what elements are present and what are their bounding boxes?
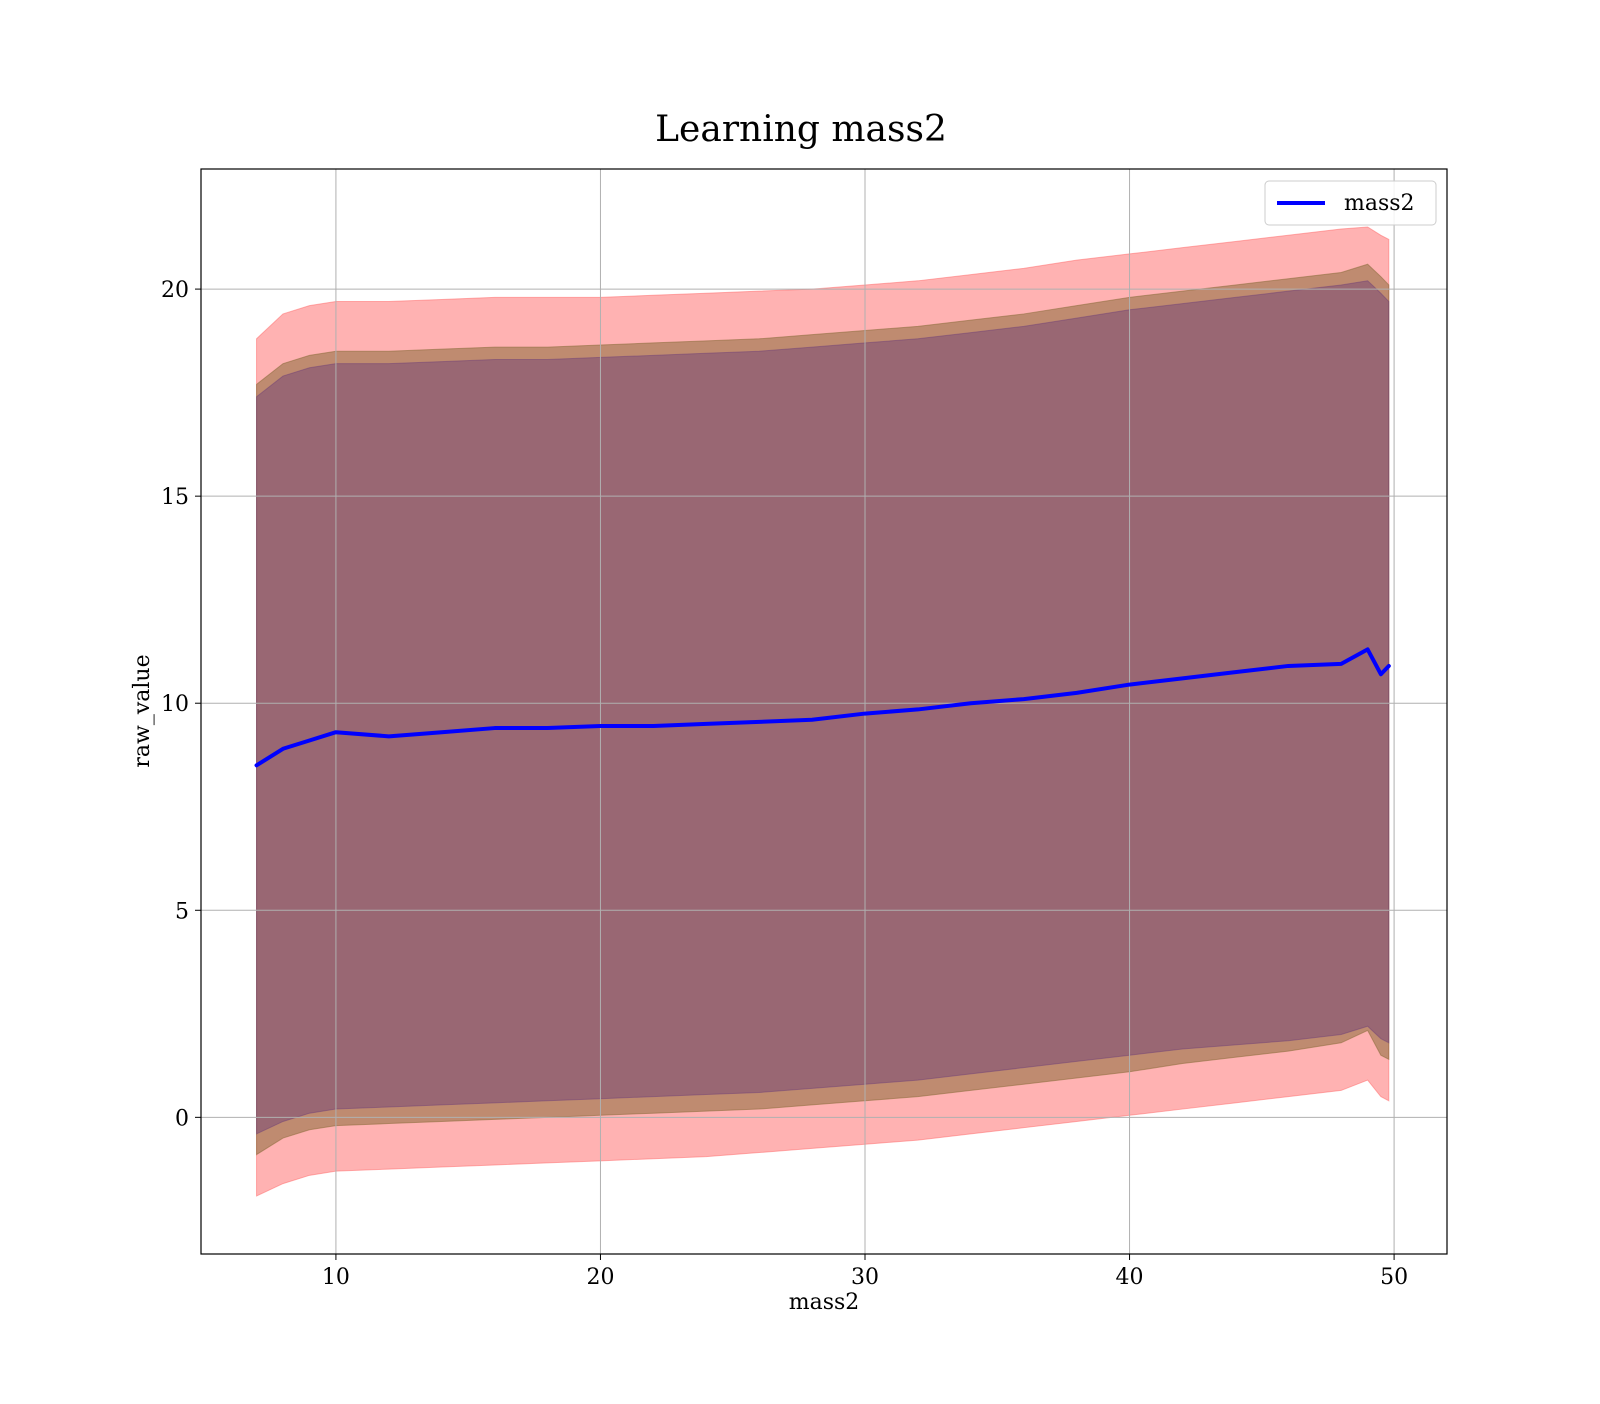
x-axis-label: mass2 [789,1290,860,1315]
grid-lines [201,169,1447,1254]
plot-frame [200,168,1448,1255]
legend: mass2 [1264,180,1437,226]
x-tick-label-0: 10 [322,1265,350,1290]
series-lines [254,647,1391,768]
legend-label-mass2: mass2 [1344,191,1415,216]
x-tick-label-1: 20 [586,1265,614,1290]
y-axis-label: raw_value [130,654,155,767]
y-tick-label-4: 20 [161,278,189,303]
y-tick-label-3: 15 [161,485,189,510]
series-line-mass2 [254,647,1391,768]
band-2 [256,263,1390,1156]
confidence-bands [256,226,1390,1197]
y-tick-label-2: 10 [161,692,189,717]
y-tick-label-0: 0 [175,1106,189,1131]
x-tick-label-2: 30 [851,1265,879,1290]
band-3 [256,280,1390,1135]
chart-title: Learning mass2 [655,109,947,150]
y-tick-label-1: 5 [175,899,189,924]
x-tick-label-3: 40 [1116,1265,1144,1290]
axis-ticks: 10 20 30 40 50 0 5 10 15 20 [161,278,1408,1290]
legend-box [1264,180,1437,226]
x-tick-label-4: 50 [1380,1265,1408,1290]
